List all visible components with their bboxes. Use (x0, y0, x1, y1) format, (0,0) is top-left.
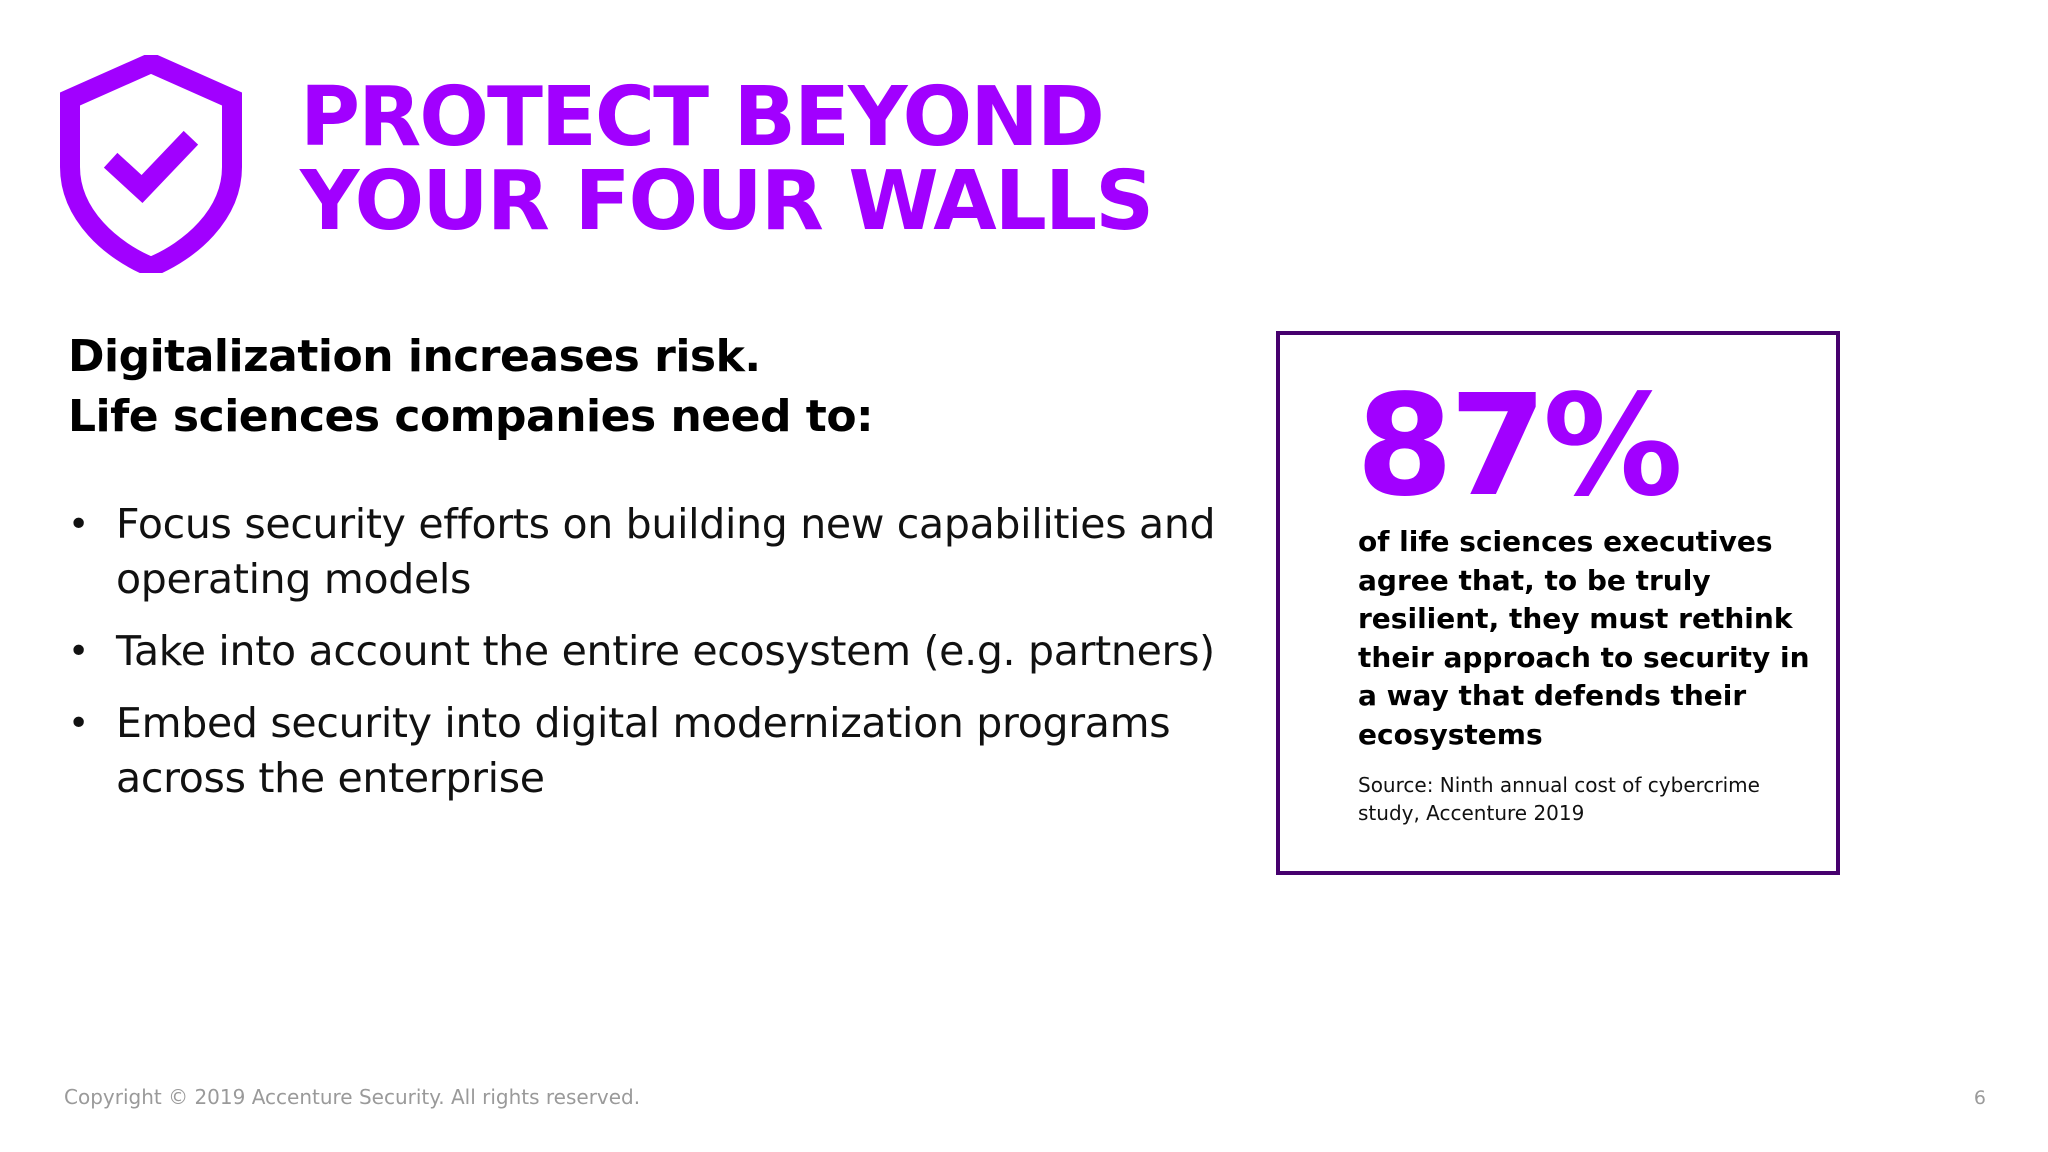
stat-description-line: ecosystems (1358, 717, 1543, 751)
bullet-item: • Embed security into digital modernizat… (68, 696, 1228, 806)
stat-description-line: a way that defends their (1358, 679, 1747, 712)
shield-check-icon (60, 55, 242, 273)
stat-description: of life sciences executives agree that, … (1358, 523, 1818, 754)
stat-value: 87% (1356, 365, 1683, 528)
slide-title-line: YOUR FOUR WALLS (300, 154, 1154, 249)
stat-description-line: their approach to security in (1358, 640, 1810, 674)
slide-title-line: PROTECT BEYOND (300, 70, 1105, 165)
bullet-marker: • (68, 703, 89, 744)
bullet-text: Take into account the entire ecosystem (… (116, 627, 1215, 675)
slide-title: PROTECT BEYOND YOUR FOUR WALLS (300, 70, 1154, 249)
bullet-item: • Focus security efforts on building new… (68, 497, 1228, 607)
bullet-marker: • (68, 504, 89, 545)
stat-source-line: Source: Ninth annual cost of cybercrime (1358, 773, 1760, 797)
stat-source: Source: Ninth annual cost of cybercrime … (1358, 771, 1818, 827)
bullet-marker: • (68, 631, 89, 672)
footer-copyright: Copyright © 2019 Accenture Security. All… (64, 1085, 641, 1109)
stat-description-line: resilient, they must rethink (1358, 602, 1793, 635)
bullet-text: Embed security into digital modernizatio… (116, 699, 1171, 802)
stat-description-line: agree that, to be truly (1358, 563, 1711, 597)
intro-line: Life sciences companies need to: (68, 391, 874, 442)
bullet-item: • Take into account the entire ecosystem… (68, 624, 1228, 679)
intro-line: Digitalization increases risk. (68, 331, 761, 382)
intro-heading: Digitalization increases risk. Life scie… (68, 327, 874, 447)
stat-source-line: study, Accenture 2019 (1358, 801, 1585, 825)
stat-description-line: of life sciences executives (1358, 525, 1773, 558)
bullet-text: Focus security efforts on building new c… (116, 500, 1216, 603)
bullet-list: • Focus security efforts on building new… (68, 497, 1228, 823)
stat-callout-box: 87% of life sciences executives agree th… (1276, 331, 1840, 875)
page-number: 6 (1973, 1087, 1986, 1109)
